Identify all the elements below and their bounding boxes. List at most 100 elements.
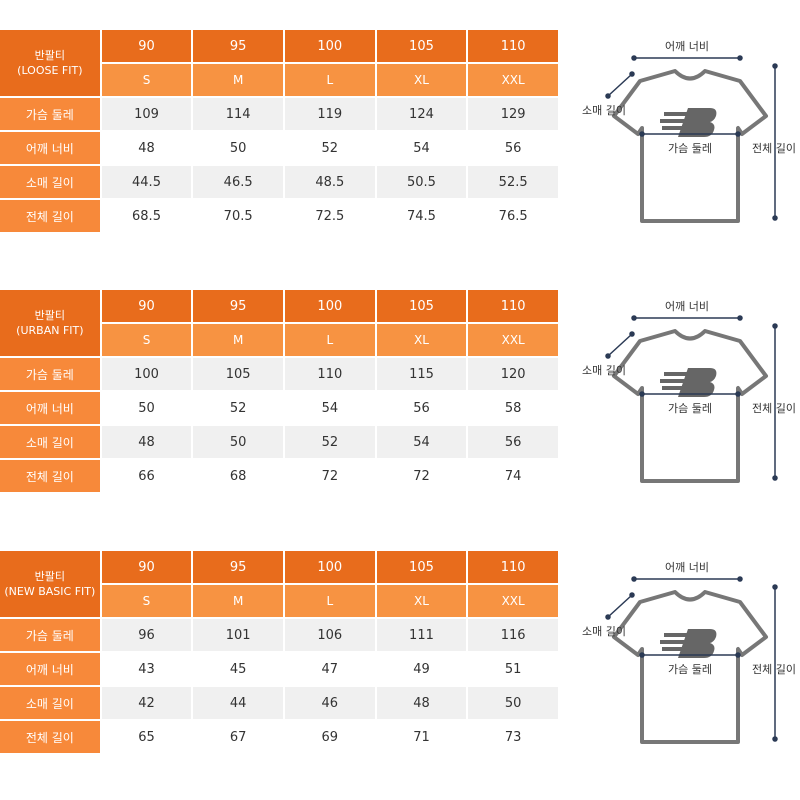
cell: 48 [138,140,155,156]
cell: 58 [504,400,522,416]
cell: 109 [101,98,192,130]
tshirt-icon [612,69,768,223]
cell: 111 [376,619,467,651]
table-row: 소매 길이 42 44 46 48 50 [0,687,558,719]
cell: 74.5 [406,208,436,224]
size-letter: XXL [468,324,558,356]
table-row: 어깨 너비 50 52 54 56 58 [0,392,558,424]
length-label: 전체 길이 [752,402,796,415]
cell: 54 [321,400,339,416]
size-letter: L [284,585,375,617]
cell: 56 [413,400,430,416]
table-row: 가슴 둘레 96 101 106 111 116 [0,619,558,651]
tshirt-icon [612,329,768,483]
size-number: 105 [376,551,467,583]
size-number: 110 [468,290,558,322]
table-row: 전체 길이 68.5 70.5 72.5 74.5 76.5 [0,200,558,232]
table-title: 반팔티 (URBAN FIT) [0,290,100,356]
cell: 49 [413,661,430,677]
cell: 120 [468,358,558,390]
cell: 101 [193,619,283,651]
cell: 46.5 [193,166,283,198]
new-balance-logo [660,368,717,397]
chest-label: 가슴 둘레 [668,402,712,415]
cell: 72 [321,468,339,484]
sleeve-label: 소매 길이 [582,104,626,117]
tshirt-icon [612,590,768,744]
table-row: 소매 길이 48 50 52 54 56 [0,426,558,458]
sleeve-label: 소매 길이 [582,625,626,638]
size-table-0: 반팔티 (LOOSE FIT) 90 95 100 105 110 S M L XL XXL 가슴 둘레… [0,28,560,234]
row-label: 전체 길이 [0,460,100,492]
cell: 54 [376,426,467,458]
size-letter: M [193,585,283,617]
cell: 48 [376,687,467,719]
size-number: 90 [101,551,192,583]
row-label: 어깨 너비 [0,132,100,164]
table-row: 어깨 너비 48 50 52 54 56 [0,132,558,164]
cell: 45 [229,661,247,677]
cell: 68.5 [132,208,161,224]
cell: 100 [101,358,192,390]
size-number: 90 [101,30,192,62]
cell: 105 [193,358,284,390]
cell: 50 [193,426,284,458]
cell: 54 [413,140,430,156]
size-letter: XXL [468,585,558,617]
size-letter: L [285,324,375,356]
size-letter: S [101,324,192,356]
cell: 52.5 [468,166,558,198]
size-number: 95 [193,30,283,62]
size-letter: M [193,324,284,356]
cell: 72.5 [315,208,345,224]
cell: 51 [504,661,522,677]
cell: 73 [504,729,522,745]
cell: 70.5 [223,208,253,224]
size-number: 105 [376,290,467,322]
table-row: 가슴 둘레 109 114 119 124 129 [0,98,558,130]
table-row: 가슴 둘레 100 105 110 115 120 [0,358,558,390]
cell: 52 [321,140,339,156]
shirt-diagram: 어깨 너비 소매 길이 가슴 둘레 전체 길이 [580,557,800,757]
row-label: 어깨 너비 [0,392,100,424]
size-letter: XL [376,585,467,617]
cell: 114 [193,98,283,130]
cell: 115 [376,358,467,390]
cell: 48.5 [284,166,375,198]
shirt-diagram: 어깨 너비 소매 길이 가슴 둘레 전체 길이 [580,36,800,236]
cell: 129 [468,98,558,130]
size-table-1: 반팔티 (URBAN FIT) 90 95 100 105 110 S M L XL XXL 가슴 둘레… [0,288,560,494]
cell: 47 [321,661,339,677]
size-letter: S [101,64,192,96]
sleeve-label: 소매 길이 [582,364,626,377]
row-label: 전체 길이 [0,200,100,232]
size-letter: M [193,64,283,96]
new-balance-logo [660,629,717,658]
row-label: 어깨 너비 [0,653,100,685]
cell: 50 [229,140,247,156]
cell: 72 [413,468,430,484]
cell: 52 [285,426,375,458]
table-title: 반팔티 (LOOSE FIT) [0,30,100,96]
size-number: 100 [285,290,375,322]
row-label: 가슴 둘레 [0,358,100,390]
shoulder-label: 어깨 너비 [665,561,709,574]
chest-label: 가슴 둘레 [668,142,712,155]
cell: 56 [504,140,522,156]
size-number: 105 [376,30,467,62]
cell: 46 [284,687,375,719]
table-row: 전체 길이 65 67 69 71 73 [0,721,558,753]
size-number: 100 [284,30,375,62]
row-label: 소매 길이 [0,687,100,719]
table-row: 어깨 너비 43 45 47 49 51 [0,653,558,685]
cell: 76.5 [498,208,528,224]
cell: 69 [321,729,339,745]
cell: 74 [504,468,522,484]
row-label: 가슴 둘레 [0,98,100,130]
cell: 96 [101,619,192,651]
cell: 68 [229,468,247,484]
cell: 50 [468,687,558,719]
cell: 71 [413,729,430,745]
chest-label: 가슴 둘레 [668,663,712,676]
size-letter: XL [376,324,467,356]
